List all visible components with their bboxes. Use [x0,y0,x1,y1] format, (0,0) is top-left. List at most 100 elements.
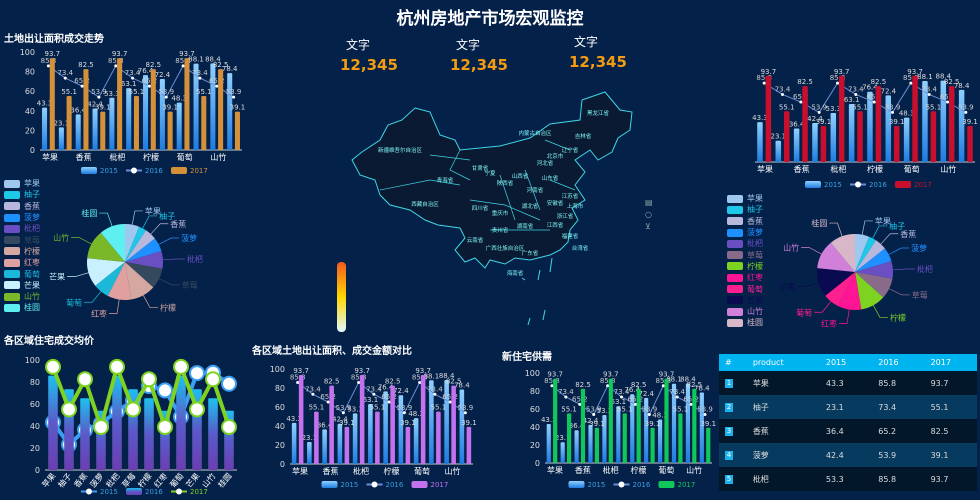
x-tick-label: 柠檬 [136,471,154,490]
bar-2016 [112,375,122,470]
data-label: 85.8 [108,57,124,65]
data-label: 82.5 [145,61,161,69]
bar-2015 [885,95,892,162]
y-tick-label: 80 [530,387,540,396]
legend-item[interactable]: 芒果 [727,295,763,306]
bar-2017 [436,411,441,464]
y-tick-label: 20 [275,441,285,450]
legend-item[interactable]: 草莓 [4,234,40,245]
data-label: 53.3 [104,90,120,98]
map-region-label: 广西壮族自治区 [486,244,525,252]
pie-slice [837,272,862,310]
legend-item[interactable]: 柚子 [4,189,40,200]
legend-item[interactable]: 菠萝 [727,227,763,238]
legend-item[interactable]: 枇杷 [4,223,40,234]
data-label: 36.4 [70,106,86,114]
restore-icon[interactable]: ▤ [645,198,653,207]
x-tick-label: 柠檬 [631,465,647,475]
data-label: 39.1 [889,118,905,126]
legend-label: 2015 [824,181,842,189]
legend-item[interactable]: 苹果 [727,193,763,204]
legend-item[interactable]: 菠萝 [4,212,40,223]
legend-item[interactable]: 山竹 [727,306,763,317]
y-tick-label: 20 [530,441,540,450]
legend-swatch [371,481,378,488]
bar-2015 [574,430,579,463]
legend-label: 山竹 [747,307,763,317]
legend-item[interactable]: 草莓 [727,249,763,260]
legend-item[interactable]: 香蕉 [4,201,40,212]
legend-item[interactable]: 红枣 [4,257,40,268]
pie-label: 苹果 [145,206,161,216]
pie-label: 芒果 [49,272,65,282]
legend-label: 桂圆 [24,303,40,313]
bar-2017 [566,413,572,463]
data-label: 42.4 [87,100,103,108]
legend-item[interactable]: 葡萄 [4,268,40,279]
data-label: 43.3 [286,415,302,423]
visual-map-slider[interactable] [337,262,346,332]
y-tick-label: 0 [35,466,40,475]
bar-2015 [322,429,327,464]
map-toolbox: ▤ ○ ⊻ [645,197,653,233]
data-label: 73.4 [669,388,685,396]
table-row[interactable]: 2 柚子 23.1 73.4 55.1 [719,395,977,419]
legend-item[interactable]: 香蕉 [727,216,763,227]
legend-item[interactable]: 柠檬 [727,261,763,272]
legend-item[interactable]: 芒果 [4,280,40,291]
pie-slice [95,262,125,296]
x-tick-label: 桂圆 [216,471,234,490]
data-label: 39.1 [962,118,978,126]
data-label: 53.9 [885,103,901,111]
legend-item[interactable]: 葡萄 [727,283,763,294]
data-label: 36.4 [569,422,585,430]
x-tick-label: 葡萄 [168,471,186,490]
point-2016 [63,76,67,80]
table-row[interactable]: 5 枇杷 53.3 85.8 93.7 [719,467,977,491]
legend-swatch [4,247,20,256]
legend-label: 2017 [678,481,696,489]
table-cell: 柚子 [746,395,820,419]
data-label: 55.1 [617,405,633,413]
pie-leader-line [829,222,843,237]
data-label: 39.1 [339,419,355,427]
legend-item[interactable]: 桂圆 [4,302,40,313]
legend-item[interactable]: 柠檬 [4,246,40,257]
data-label: 39.1 [816,118,832,126]
table-row[interactable]: 3 香蕉 36.4 65.2 82.5 [719,419,977,443]
data-label: 85.8 [756,74,772,82]
pie-label: 山竹 [783,242,799,252]
download-icon[interactable]: ⊻ [645,222,651,231]
map-region-label: 河南省 [527,186,544,194]
legend-item[interactable]: 山竹 [4,291,40,302]
pie-label: 红枣 [91,308,107,318]
legend-item[interactable]: 枇杷 [727,238,763,249]
legend-item[interactable]: 红枣 [727,272,763,283]
point-2016 [927,92,931,96]
legend-item[interactable]: 桂圆 [727,317,763,328]
point-2016 [606,384,610,388]
map-region-label: 黑龙江省 [587,109,610,117]
point-2016 [817,110,821,114]
y-tick-label: 0 [535,459,540,468]
pie-slice [817,242,855,272]
table-row[interactable]: 4 菠萝 42.4 53.9 39.1 [719,443,977,467]
legend-item[interactable]: 柚子 [727,204,763,215]
legend-item[interactable]: 苹果 [4,178,40,189]
bar-2017 [234,111,240,150]
zoom-icon[interactable]: ○ [645,210,652,219]
y-tick-label: 0 [30,146,35,155]
map-region-label: 海南省 [507,269,524,277]
table-row[interactable]: 1 苹果 43.3 85.8 93.7 [719,371,977,395]
table-cell: 23.1 [819,395,873,419]
point-2017 [189,401,205,418]
table-cell: 82.5 [924,419,977,443]
data-label: 39.1 [95,104,111,112]
map-region-label: 山东省 [542,174,559,182]
supply-chart: 0 20 40 60 80 100 苹果 香蕉 枇杷 柠檬 葡萄 山竹 43.3 23.1 36.442.4… [525,369,716,489]
bar-2017 [451,385,456,464]
table-cell: 菠萝 [746,443,820,467]
legend-swatch [4,303,20,312]
bar-2017 [420,374,426,464]
